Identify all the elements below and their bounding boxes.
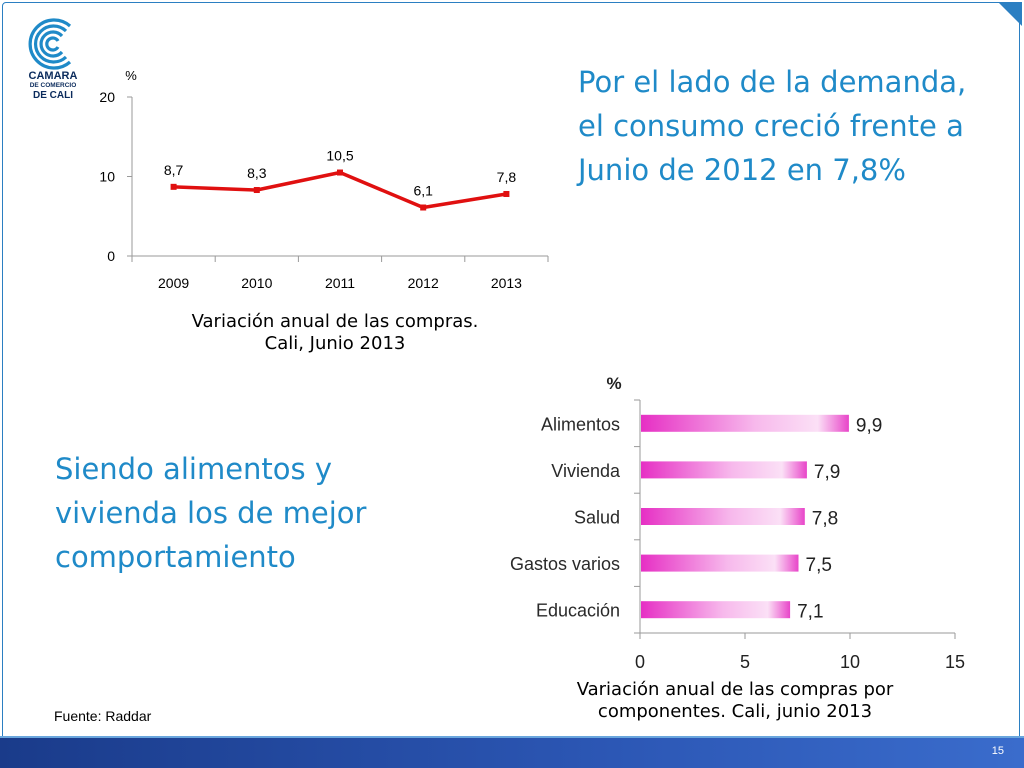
bar-chart-data-label: 7,8 xyxy=(812,509,838,530)
bar-chart-caption-line2: componentes. Cali, junio 2013 xyxy=(597,701,873,722)
line-chart-point xyxy=(503,190,510,197)
bar-chart-bar xyxy=(641,414,849,432)
bar-chart-category-label: Salud xyxy=(574,508,620,528)
bar-chart-axis-unit-label: % xyxy=(606,374,621,393)
bar-chart-caption-line1: Variación anual de las compras por xyxy=(576,679,894,700)
line-chart-point xyxy=(253,187,260,194)
bar-chart-category-label: Alimentos xyxy=(541,414,620,434)
line-chart-data-label: 6,1 xyxy=(413,183,433,199)
bar-chart-bar xyxy=(641,554,799,572)
source-note: Fuente: Raddar xyxy=(54,708,152,724)
bar-chart-category-label: Vivienda xyxy=(551,461,621,481)
bar-chart-data-label: 9,9 xyxy=(856,415,882,436)
line-chart-y-tick-label: 0 xyxy=(107,248,115,264)
line-chart-x-tick-label: 2013 xyxy=(491,275,522,291)
bar-chart-data-label: 7,5 xyxy=(806,555,832,576)
bar-chart-x-tick-label: 5 xyxy=(740,652,750,672)
bar-chart-x-tick-label: 10 xyxy=(840,652,860,672)
line-chart-data-label: 8,7 xyxy=(164,162,184,178)
line-chart-data-label: 8,3 xyxy=(247,165,267,181)
bar-chart-category-label: Educación xyxy=(536,601,620,621)
bar-chart-x-tick-label: 0 xyxy=(635,652,645,672)
camara-logo-icon xyxy=(28,18,72,70)
bar-chart-data-label: 7,1 xyxy=(797,602,823,623)
heading-demand: Por el lado de la demanda, el consumo cr… xyxy=(578,65,967,187)
line-chart-caption-line1: Variación anual de las compras. xyxy=(191,311,479,332)
line-chart-point xyxy=(337,169,343,176)
bar-chart-data-label: 7,9 xyxy=(814,462,840,483)
footer-stripe xyxy=(0,736,1024,738)
bar-chart-caption: Variación anual de las compras por compo… xyxy=(510,679,960,723)
page-number: 15 xyxy=(991,745,1004,757)
heading-food-housing: Siendo alimentos y vivienda los de mejor… xyxy=(55,452,367,574)
bar-chart-category-label: Gastos varios xyxy=(510,554,620,574)
line-chart-y-tick-label: 20 xyxy=(99,89,115,105)
line-chart-point xyxy=(420,204,427,211)
line-chart-y-axis-label: % xyxy=(125,68,137,83)
line-chart-caption-line2: Cali, Junio 2013 xyxy=(264,333,406,354)
logo-text-de-comercio: DE COMERCIO xyxy=(29,82,77,89)
logo-text-de-cali: DE CALI xyxy=(33,90,73,101)
corner-decoration xyxy=(998,2,1022,26)
line-chart-caption: Variación anual de las compras. Cali, Ju… xyxy=(130,311,540,355)
line-chart-x-tick-label: 2012 xyxy=(408,275,439,291)
line-chart-x-tick-label: 2010 xyxy=(241,275,272,291)
logo-text-camara: CAMARA xyxy=(28,70,78,82)
bar-chart-bar xyxy=(641,508,805,525)
line-chart-data-label: 10,5 xyxy=(326,148,353,164)
bar-chart-bar xyxy=(641,461,807,479)
bar-chart-x-tick-label: 15 xyxy=(945,652,965,672)
line-chart-y-tick-label: 10 xyxy=(99,169,115,185)
footer-bar xyxy=(0,738,1024,768)
bar-chart-bar xyxy=(641,601,791,619)
line-chart-point xyxy=(170,183,177,190)
line-chart-data-label: 7,8 xyxy=(497,169,517,185)
line-chart-x-tick-label: 2009 xyxy=(158,275,189,291)
line-chart-x-tick-label: 2011 xyxy=(325,275,355,291)
